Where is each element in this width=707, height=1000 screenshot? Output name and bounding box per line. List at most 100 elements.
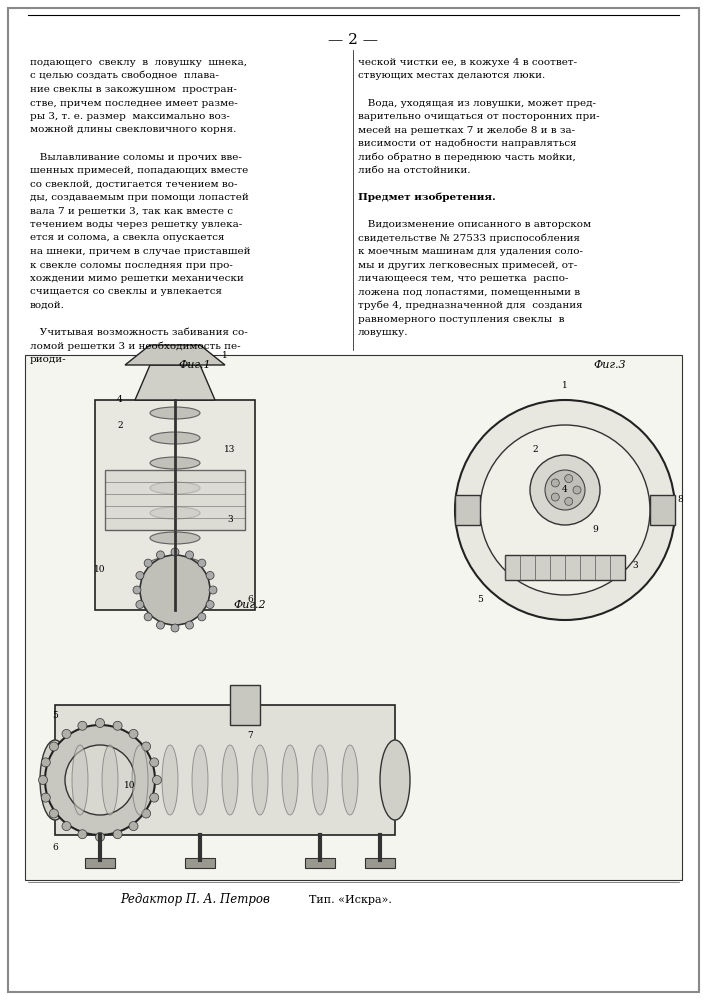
Bar	[85, 858, 115, 868]
Text: 3: 3	[227, 516, 233, 524]
Text: 2: 2	[532, 446, 538, 454]
Text: счищается со свеклы и увлекается: счищается со свеклы и увлекается	[30, 288, 222, 296]
Text: со свеклой, достигается течением во-: со свеклой, достигается течением во-	[30, 180, 238, 188]
Text: либо обратно в переднюю часть мойки,: либо обратно в переднюю часть мойки,	[358, 152, 575, 162]
Circle shape	[133, 586, 141, 594]
Text: 4: 4	[117, 395, 123, 404]
Text: водой.: водой.	[30, 301, 65, 310]
Circle shape	[153, 776, 161, 784]
Bar	[230, 685, 260, 725]
Ellipse shape	[72, 745, 88, 815]
Text: Фиг.3: Фиг.3	[594, 360, 626, 370]
Ellipse shape	[150, 507, 200, 519]
Circle shape	[144, 559, 152, 567]
Text: на шнеки, причем в случае приставшей: на шнеки, причем в случае приставшей	[30, 247, 250, 256]
Text: личающееся тем, что решетка  распо-: личающееся тем, что решетка распо-	[358, 274, 568, 283]
Text: 1: 1	[562, 380, 568, 389]
Circle shape	[65, 745, 135, 815]
Polygon shape	[135, 365, 215, 400]
Text: 10: 10	[94, 566, 106, 574]
Ellipse shape	[102, 745, 118, 815]
Circle shape	[95, 718, 105, 728]
Text: Учитывая возможность забивания со-: Учитывая возможность забивания со-	[30, 328, 247, 337]
Circle shape	[49, 809, 59, 818]
Ellipse shape	[192, 745, 208, 815]
Circle shape	[530, 455, 600, 525]
Ellipse shape	[252, 745, 268, 815]
Text: ды, создаваемым при помощи лопастей: ды, создаваемым при помощи лопастей	[30, 193, 249, 202]
Circle shape	[156, 621, 165, 629]
Text: Вылавливание соломы и прочих вве-: Вылавливание соломы и прочих вве-	[30, 152, 242, 161]
Circle shape	[113, 830, 122, 839]
Bar	[650, 495, 675, 525]
Text: ры 3, т. е. размер  максимально воз-: ры 3, т. е. размер максимально воз-	[30, 112, 230, 121]
Ellipse shape	[150, 482, 200, 494]
Text: течением воды через решетку увлека-: течением воды через решетку увлека-	[30, 220, 243, 229]
Ellipse shape	[162, 745, 178, 815]
Bar	[55, 705, 395, 835]
Text: Редактор П. А. Петров: Редактор П. А. Петров	[120, 894, 270, 906]
Circle shape	[113, 721, 122, 730]
Circle shape	[545, 470, 585, 510]
Bar	[455, 495, 480, 525]
Circle shape	[45, 725, 155, 835]
Bar	[305, 858, 335, 868]
Ellipse shape	[150, 457, 200, 469]
Circle shape	[38, 776, 47, 784]
Ellipse shape	[342, 745, 358, 815]
Text: ломой решетки 3 и необходимость пе-: ломой решетки 3 и необходимость пе-	[30, 342, 240, 351]
Text: Фиг.1: Фиг.1	[179, 360, 211, 370]
Circle shape	[49, 742, 59, 751]
Circle shape	[573, 486, 581, 494]
Text: свидетельстве № 27533 приспособления: свидетельстве № 27533 приспособления	[358, 233, 580, 243]
Polygon shape	[125, 345, 225, 365]
Circle shape	[136, 601, 144, 609]
Ellipse shape	[132, 745, 148, 815]
Ellipse shape	[150, 532, 200, 544]
Text: трубе 4, предназначенной для  создания: трубе 4, предназначенной для создания	[358, 301, 583, 310]
Text: 8: 8	[677, 495, 683, 504]
Text: 9: 9	[592, 526, 598, 534]
Circle shape	[480, 425, 650, 595]
Bar	[365, 858, 395, 868]
Circle shape	[565, 475, 573, 483]
Text: вала 7 и решетки 3, так как вместе с: вала 7 и решетки 3, так как вместе с	[30, 207, 233, 216]
Text: можной длины свекловичного корня.: можной длины свекловичного корня.	[30, 125, 236, 134]
Circle shape	[62, 729, 71, 738]
Text: к свекле соломы последняя при про-: к свекле соломы последняя при про-	[30, 260, 233, 269]
Circle shape	[156, 551, 165, 559]
Circle shape	[150, 758, 158, 767]
Circle shape	[129, 729, 138, 738]
Circle shape	[78, 721, 87, 730]
Text: либо на отстойники.: либо на отстойники.	[358, 166, 470, 175]
Text: ческой чистки ее, в кожухе 4 в соответ-: ческой чистки ее, в кожухе 4 в соответ-	[358, 58, 577, 67]
Text: 5: 5	[52, 710, 58, 720]
Text: мы и других легковесных примесей, от-: мы и других легковесных примесей, от-	[358, 260, 577, 269]
Text: Видоизменение описанного в авторском: Видоизменение описанного в авторском	[358, 220, 591, 229]
Text: 2: 2	[117, 420, 123, 430]
Text: 1: 1	[222, 351, 228, 360]
Circle shape	[78, 830, 87, 839]
Circle shape	[198, 559, 206, 567]
Text: 13: 13	[224, 446, 235, 454]
Text: ложена под лопастями, помещенными в: ложена под лопастями, помещенными в	[358, 288, 580, 296]
Text: Тип. «Искра».: Тип. «Искра».	[308, 895, 392, 905]
Text: равномерного поступления свеклы  в: равномерного поступления свеклы в	[358, 314, 564, 324]
Circle shape	[129, 822, 138, 831]
Text: ется и солома, а свекла опускается: ется и солома, а свекла опускается	[30, 233, 225, 242]
Circle shape	[209, 586, 217, 594]
Text: риоди-: риоди-	[30, 355, 66, 364]
Circle shape	[551, 479, 559, 487]
Ellipse shape	[40, 740, 70, 820]
Text: 4: 4	[562, 486, 568, 494]
Circle shape	[206, 571, 214, 579]
Text: к моечным машинам для удаления соло-: к моечным машинам для удаления соло-	[358, 247, 583, 256]
Ellipse shape	[150, 582, 200, 594]
Text: подающего  свеклу  в  ловушку  шнека,: подающего свеклу в ловушку шнека,	[30, 58, 247, 67]
Text: Вода, уходящая из ловушки, может пред-: Вода, уходящая из ловушки, может пред-	[358, 99, 596, 107]
Circle shape	[150, 793, 158, 802]
Ellipse shape	[282, 745, 298, 815]
Ellipse shape	[150, 407, 200, 419]
Text: 3: 3	[632, 560, 638, 570]
Text: месей на решетках 7 и желобе 8 и в за-: месей на решетках 7 и желобе 8 и в за-	[358, 125, 575, 135]
